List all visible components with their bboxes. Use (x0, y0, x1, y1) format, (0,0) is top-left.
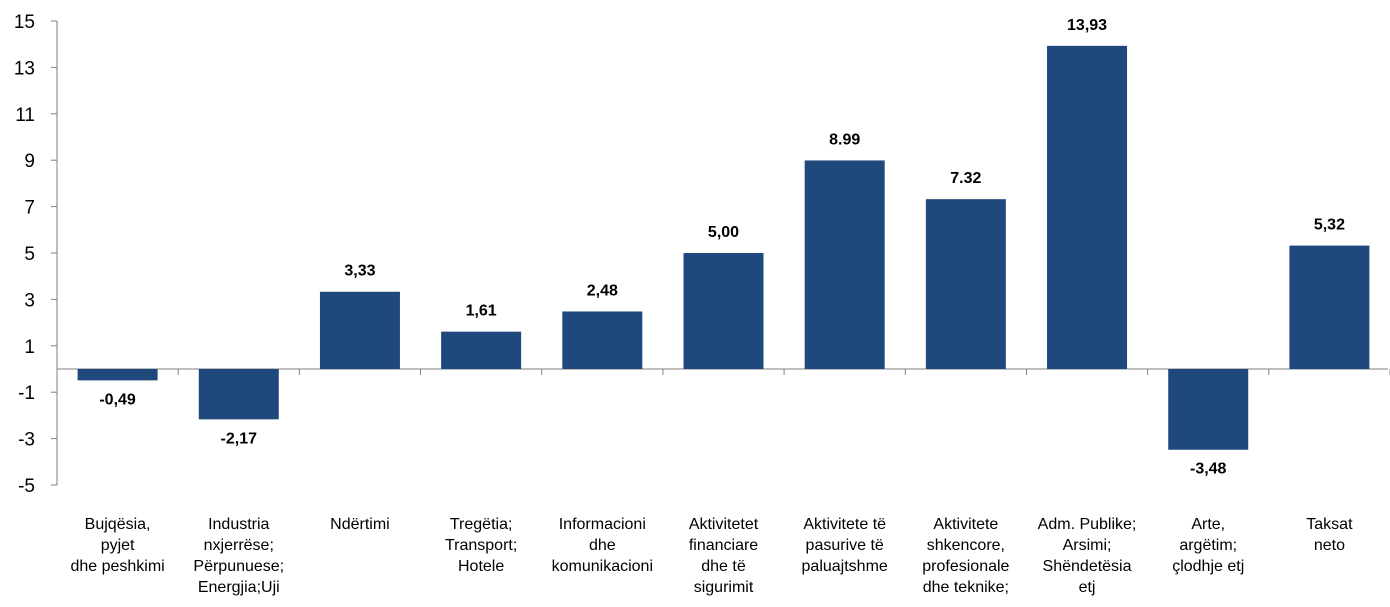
bar (1047, 45, 1128, 369)
category-label: Aktivitete shkencore, profesionale dhe tekn… (922, 516, 1009, 596)
bar (562, 311, 643, 369)
y-tick-label: -3 (18, 430, 35, 451)
category-label: Bujqësia, pyjet dhe peshkimi (70, 516, 164, 575)
data-label: 2,48 (587, 282, 618, 299)
category-label: Taksat neto (1306, 516, 1353, 554)
data-label: 7.32 (950, 170, 981, 187)
bar (683, 253, 764, 369)
category-label: Aktivitetet financiare dhe të sigurimit (689, 516, 759, 596)
y-tick-label: 3 (24, 290, 35, 311)
data-label: 3,33 (344, 263, 375, 280)
bar (198, 369, 279, 420)
bar (804, 160, 885, 369)
data-label: 8.99 (829, 131, 860, 148)
bar (77, 369, 158, 381)
y-tick-label: -5 (18, 476, 35, 497)
y-tick-label: 13 (14, 58, 35, 79)
bar (925, 199, 1006, 369)
bar (1168, 369, 1249, 450)
category-label: Informacioni dhe komunikacioni (552, 516, 653, 575)
data-label: -3,48 (1190, 461, 1227, 478)
y-tick-label: 15 (14, 12, 35, 33)
y-tick-label: 1 (24, 337, 35, 358)
category-label: Industria nxjerrëse; Përpunuese; Energjia;U… (193, 516, 284, 596)
y-tick-label: -1 (18, 383, 35, 404)
category-label: Arte, argëtim; çlodhje etj (1172, 516, 1244, 575)
bar (1289, 245, 1370, 369)
category-label: Tregëtia; Transport; Hotele (445, 516, 517, 575)
category-label: Ndërtimi (330, 516, 390, 533)
y-tick-label: 5 (24, 244, 35, 265)
data-label: 1,61 (466, 303, 497, 320)
category-label: Adm. Publike; Arsimi; Shëndetësia etj (1038, 516, 1137, 596)
data-label: 5,32 (1314, 217, 1345, 234)
y-tick-label: 9 (24, 151, 35, 172)
category-label: Aktivitete të pasurive të paluajtshme (802, 516, 888, 575)
data-label: 5,00 (708, 224, 739, 241)
y-tick-label: 7 (24, 198, 35, 219)
data-label: -2,17 (221, 430, 258, 447)
bar (319, 291, 400, 369)
data-label: -0,49 (99, 391, 136, 408)
bar (441, 331, 522, 369)
y-tick-label: 11 (15, 105, 35, 126)
data-label: 13,93 (1067, 17, 1107, 34)
